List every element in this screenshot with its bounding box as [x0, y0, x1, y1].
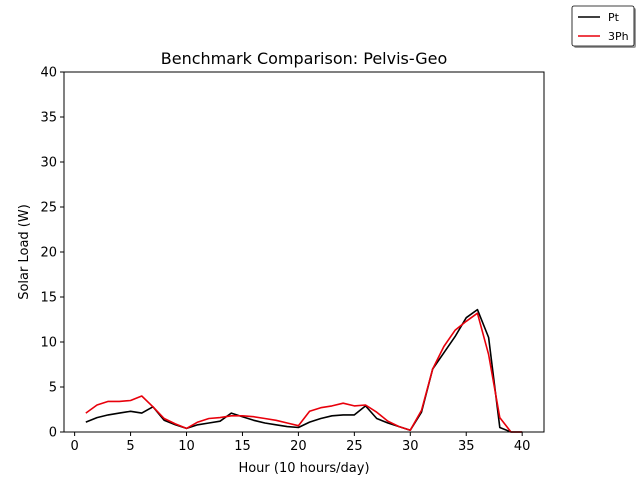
legend-label-pt: Pt — [608, 11, 620, 24]
series-layer — [85, 308, 523, 433]
x-tick-label: 20 — [290, 439, 307, 454]
chart-title: Benchmark Comparison: Pelvis-Geo — [161, 49, 448, 68]
x-tick-label: 30 — [402, 439, 419, 454]
axes-layer: 0 5 10 15 20 25 30 35 40 0 5 10 15 20 25 30 35 40 — [40, 66, 545, 454]
y-tick-label: 35 — [40, 111, 57, 126]
y-tick-label: 25 — [40, 201, 57, 216]
x-tick-label: 35 — [458, 439, 475, 454]
series-line-3ph — [85, 312, 523, 433]
y-tick-label: 40 — [40, 66, 57, 81]
x-tick-label: 25 — [346, 439, 363, 454]
y-tick-label: 30 — [40, 156, 57, 171]
legend-label-3ph: 3Ph — [608, 30, 629, 43]
y-tick-label: 10 — [40, 336, 57, 351]
x-tick-label: 40 — [514, 439, 531, 454]
x-tick-label: 10 — [178, 439, 195, 454]
x-tick-label: 0 — [70, 439, 78, 454]
legend: Pt 3Ph — [571, 5, 636, 48]
x-tick-label: 15 — [234, 439, 251, 454]
y-axis-label: Solar Load (W) — [17, 204, 32, 300]
y-tick-label: 5 — [49, 381, 57, 396]
x-tick-label: 5 — [126, 439, 134, 454]
y-tick-label: 0 — [49, 426, 57, 441]
y-tick-label: 15 — [40, 291, 57, 306]
x-axis-label: Hour (10 hours/day) — [238, 461, 369, 476]
y-tick-label: 20 — [40, 246, 57, 261]
